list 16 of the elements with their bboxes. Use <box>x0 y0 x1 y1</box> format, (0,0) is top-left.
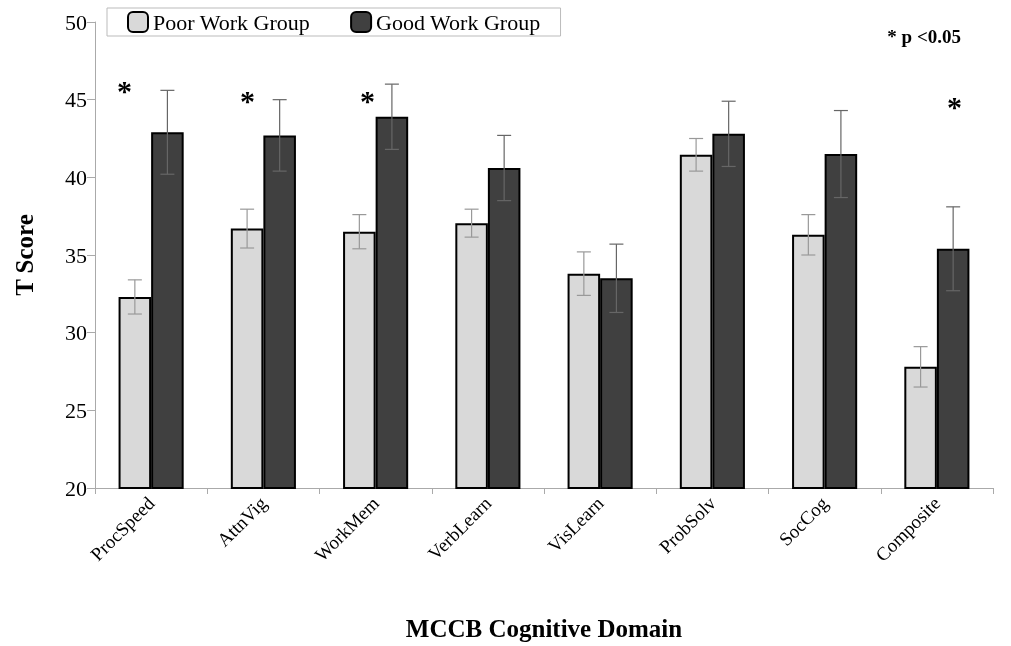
y-tick-label: 35 <box>65 242 87 268</box>
y-tick-label: 20 <box>65 475 87 501</box>
y-tick-label: 40 <box>65 164 87 190</box>
legend-label: Good Work Group <box>376 9 541 35</box>
y-axis-title: T Score <box>11 214 38 296</box>
y-tick-label: 25 <box>65 397 87 423</box>
y-tick-label: 30 <box>65 320 87 346</box>
y-tick-label: 45 <box>65 87 87 113</box>
x-axis-title: MCCB Cognitive Domain <box>405 615 683 642</box>
annotation: * <box>947 89 962 123</box>
annotation: * <box>240 83 255 117</box>
legend-label: Poor Work Group <box>153 9 310 35</box>
y-tick-label: 50 <box>65 9 87 35</box>
annotation: * <box>117 73 132 107</box>
annotation: * <box>360 83 375 117</box>
annotation: * p <0.05 <box>887 26 962 47</box>
